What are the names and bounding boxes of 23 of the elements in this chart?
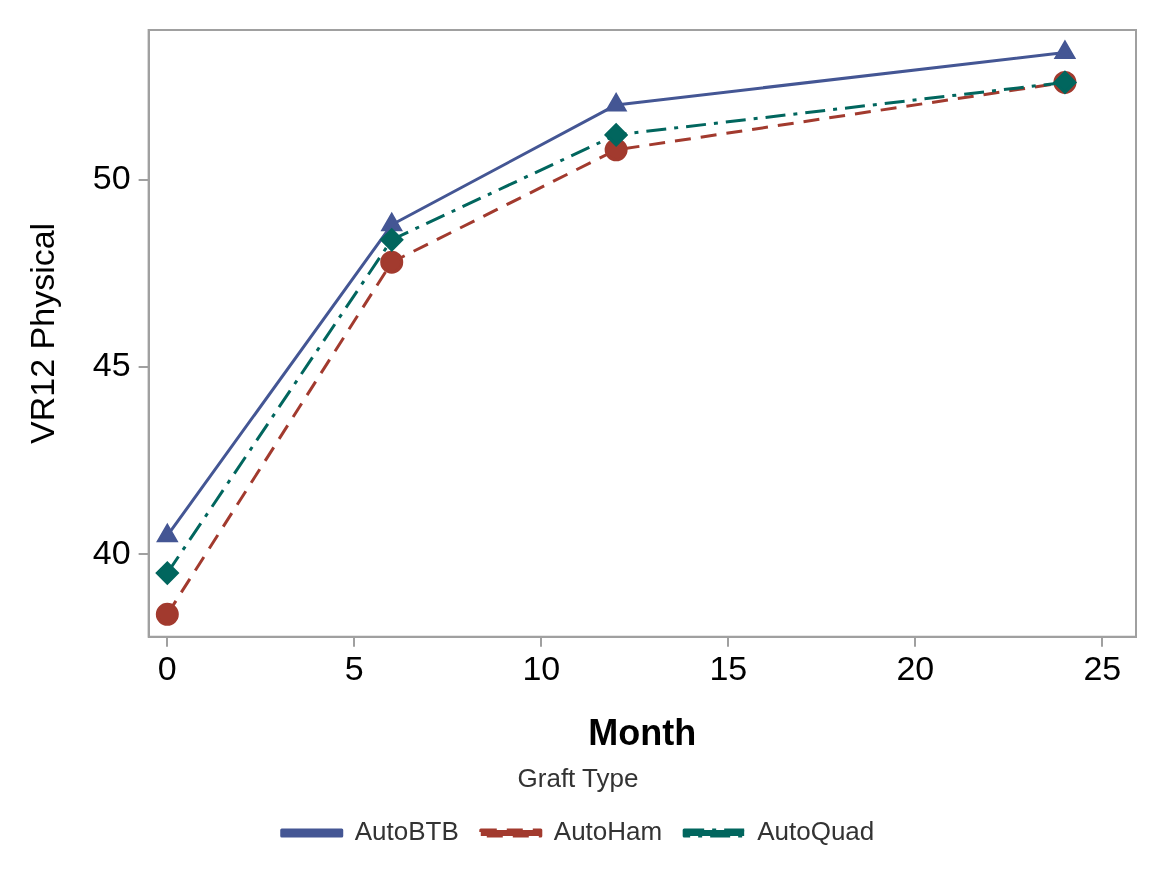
- legend-label: AutoHam: [553, 816, 663, 847]
- x-tick-label: 10: [522, 648, 561, 687]
- y-tick-label: 45: [92, 345, 131, 384]
- y-tick-label: 40: [92, 532, 131, 571]
- x-axis-title: Month: [588, 712, 697, 754]
- point: [380, 228, 404, 252]
- x-tick-label: 20: [896, 648, 935, 687]
- point: [381, 213, 402, 232]
- x-tick-label: 15: [709, 648, 748, 687]
- point: [155, 602, 179, 626]
- y-axis-title: VR12 Physical: [22, 222, 61, 444]
- legend-label: AutoQuad: [757, 816, 875, 847]
- x-tick-label: 0: [157, 648, 177, 687]
- x-tick-label: 25: [1083, 648, 1122, 687]
- point: [380, 250, 404, 274]
- point: [605, 93, 627, 112]
- y-tick-label: 50: [92, 158, 131, 197]
- point: [604, 123, 628, 147]
- legend-title: Graft Type: [517, 762, 639, 793]
- legend-label: AutoBTB: [354, 816, 459, 847]
- x-tick-label: 5: [344, 648, 364, 687]
- point: [155, 561, 179, 585]
- point: [157, 524, 178, 543]
